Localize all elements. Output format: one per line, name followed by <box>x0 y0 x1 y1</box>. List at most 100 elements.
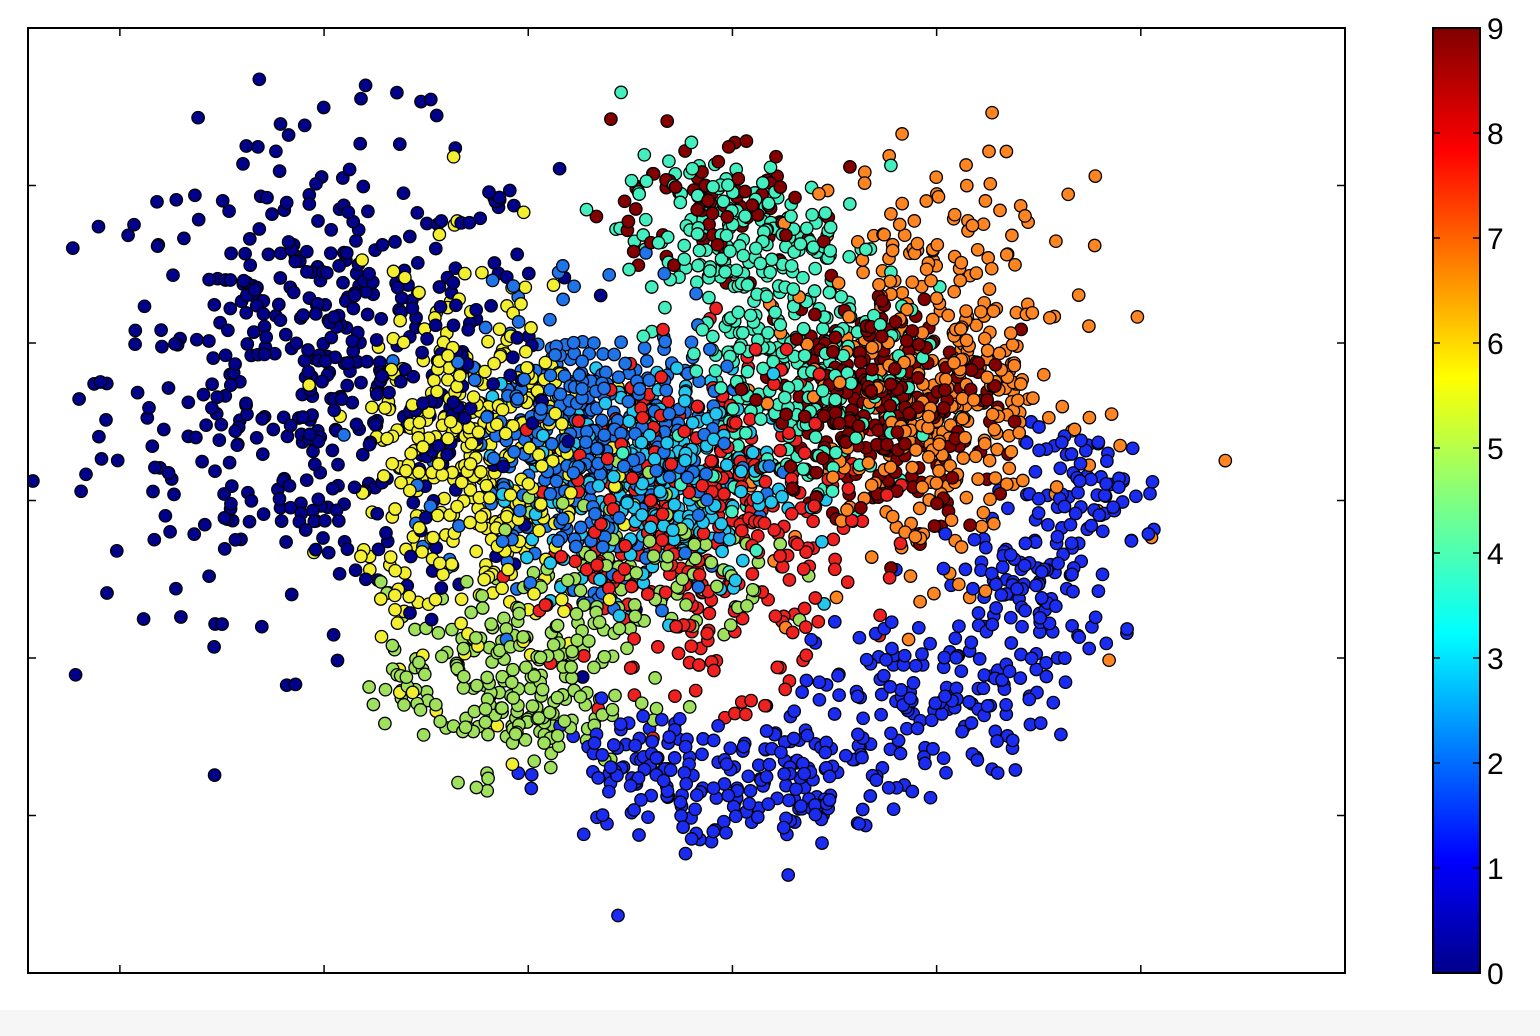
scatter-point-class-2 <box>495 534 510 549</box>
scatter-point-class-5 <box>525 699 540 713</box>
scatter-point-class-5 <box>373 575 388 589</box>
scatter-point-class-7 <box>864 550 879 564</box>
scatter-point-class-2 <box>337 428 351 442</box>
scatter-point-class-7 <box>988 471 1003 485</box>
scatter-point-class-1 <box>1068 506 1083 521</box>
scatter-point-class-3 <box>766 366 781 381</box>
scatter-point-class-2 <box>543 368 558 383</box>
scatter-point-class-5 <box>467 704 482 719</box>
scatter-point-class-6 <box>388 502 402 516</box>
colorbar-tick-label: 3 <box>1487 643 1504 676</box>
scatter-point-class-1 <box>856 711 870 726</box>
scatter-point-class-1 <box>774 745 788 760</box>
scatter-point-class-1 <box>786 731 801 746</box>
scatter-point-class-0 <box>244 494 259 508</box>
scatter-point-class-7 <box>1005 228 1019 243</box>
scatter-point-class-1 <box>1039 669 1054 684</box>
scatter-point-class-2 <box>573 520 588 535</box>
scatter-point-class-5 <box>481 771 495 786</box>
scatter-point-class-6 <box>474 510 489 524</box>
scatter-point-class-5 <box>428 697 443 712</box>
scatter-point-class-0 <box>197 517 212 532</box>
scatter-point-class-0 <box>166 268 180 283</box>
scatter-point-class-8 <box>744 693 758 708</box>
scatter-point-class-9 <box>710 237 725 252</box>
scatter-point-class-1 <box>741 769 756 784</box>
scatter-point-class-4 <box>844 376 858 391</box>
scatter-point-class-9 <box>851 419 866 433</box>
scatter-point-class-0 <box>239 305 254 320</box>
scatter-point-class-7 <box>959 333 974 348</box>
scatter-point-class-0 <box>252 72 267 87</box>
scatter-point-class-0 <box>272 164 287 178</box>
scatter-point-class-1 <box>654 712 669 727</box>
scatter-point-class-6 <box>469 544 484 559</box>
scatter-point-class-1 <box>1029 578 1043 593</box>
scatter-point-class-0 <box>349 417 364 432</box>
scatter-point-class-7 <box>968 449 983 464</box>
scatter-point-class-6 <box>554 592 569 607</box>
scatter-point-class-0 <box>202 272 216 287</box>
scatter-point-class-0 <box>150 194 164 209</box>
scatter-point-class-5 <box>378 682 393 697</box>
scatter-point-class-1 <box>762 757 777 772</box>
scatter-point-class-1 <box>915 647 929 661</box>
scatter-point-class-6 <box>402 483 417 498</box>
scatter-point-class-0 <box>300 264 314 279</box>
scatter-point-class-0 <box>420 332 434 346</box>
scatter-point-class-0 <box>309 176 323 191</box>
scatter-point-class-0 <box>295 410 310 424</box>
scatter-point-class-4 <box>726 402 740 416</box>
scatter-point-class-0 <box>274 514 289 528</box>
scatter-point-class-0 <box>217 542 232 556</box>
scatter-point-class-0 <box>236 273 251 288</box>
scatter-point-class-1 <box>663 763 678 777</box>
scatter-point-class-0 <box>254 619 269 634</box>
scatter-point-class-0 <box>325 481 340 496</box>
scatter-point-class-7 <box>909 443 923 457</box>
scatter-point-class-0 <box>433 299 448 314</box>
scatter-point-class-1 <box>719 757 734 772</box>
scatter-point-class-0 <box>410 256 425 270</box>
scatter-point-class-8 <box>690 399 705 414</box>
scatter-point-class-1 <box>884 726 898 741</box>
scatter-point-class-0 <box>222 455 237 470</box>
scatter-point-class-1 <box>936 751 951 766</box>
scatter-point-class-0 <box>289 336 304 351</box>
scatter-point-class-8 <box>782 426 796 441</box>
scatter-point-class-7 <box>895 127 909 141</box>
scatter-point-class-7 <box>956 451 971 465</box>
scatter-point-class-4 <box>677 252 692 267</box>
scatter-point-class-8 <box>757 516 772 531</box>
scatter-point-class-1 <box>688 802 702 817</box>
scatter-point-class-0 <box>461 322 476 337</box>
scatter-point-class-4 <box>834 289 849 304</box>
scatter-point-class-7 <box>903 569 918 583</box>
scatter-point-class-5 <box>518 733 533 747</box>
scatter-point-class-4 <box>685 161 700 176</box>
scatter-point-class-6 <box>518 280 533 295</box>
scatter-point-class-4 <box>784 258 799 273</box>
scatter-point-class-7 <box>895 196 910 211</box>
scatter-point-class-9 <box>626 244 641 259</box>
scatter-point-class-3 <box>593 572 607 587</box>
scatter-point-class-4 <box>773 317 788 332</box>
scatter-point-class-0 <box>130 385 145 400</box>
scatter-point-class-0 <box>169 192 184 207</box>
scatter-point-class-3 <box>764 495 779 510</box>
scatter-point-class-7 <box>932 437 947 452</box>
scatter-point-class-2 <box>566 465 581 480</box>
scatter-point-class-1 <box>706 781 721 796</box>
scatter-point-class-3 <box>714 516 729 531</box>
scatter-point-class-7 <box>966 393 981 407</box>
scatter-point-class-2 <box>691 508 706 523</box>
scatter-point-class-4 <box>749 543 764 558</box>
scatter-point-class-0 <box>249 430 264 445</box>
scatter-point-class-0 <box>482 185 496 199</box>
scatter-point-class-8 <box>669 619 683 634</box>
scatter-point-class-2 <box>553 387 568 402</box>
scatter-point-class-0 <box>487 256 502 270</box>
scatter-point-class-7 <box>941 308 956 323</box>
scatter-point-class-1 <box>761 797 776 811</box>
scatter-point-class-8 <box>571 414 586 428</box>
